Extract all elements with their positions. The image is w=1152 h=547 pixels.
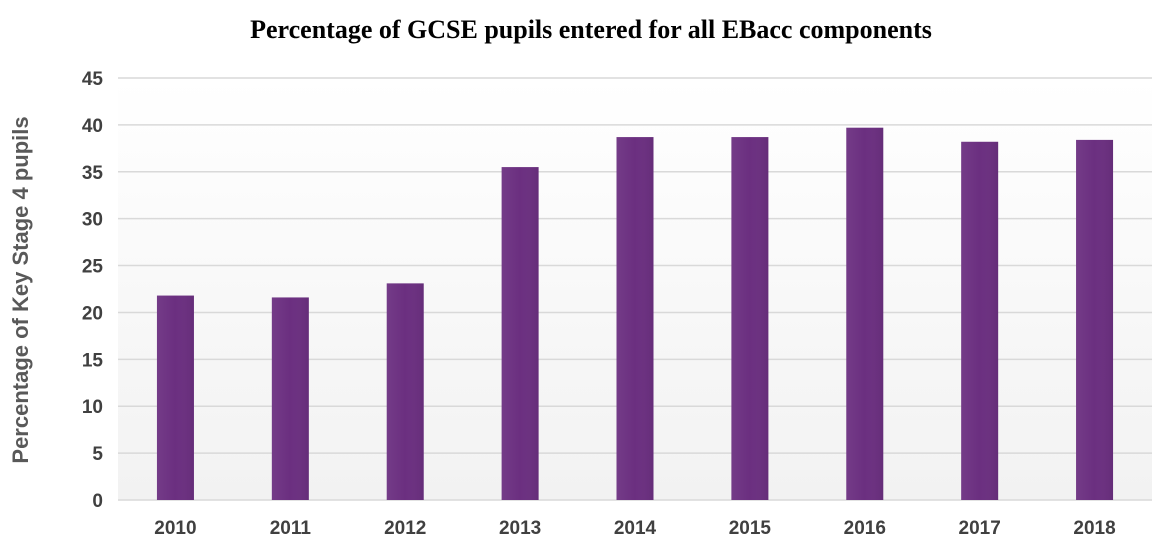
y-tick-label: 10 (82, 397, 103, 418)
y-tick-label: 45 (82, 69, 104, 90)
x-tick-label-2014: 2014 (614, 518, 657, 539)
x-tick-label-2017: 2017 (959, 518, 1001, 539)
y-tick-label: 0 (92, 491, 103, 512)
y-axis-ticks: 0 5 10 15 20 25 30 35 40 45 (82, 69, 104, 512)
y-tick-label: 5 (92, 444, 103, 465)
y-tick-label: 40 (82, 116, 103, 137)
y-tick-label: 30 (82, 210, 103, 231)
x-tick-label-2018: 2018 (1073, 518, 1115, 539)
y-tick-label: 15 (82, 350, 104, 371)
bar-shading-2014 (616, 137, 654, 500)
y-tick-label: 25 (82, 257, 104, 278)
x-tick-label-2012: 2012 (384, 518, 426, 539)
x-tick-label-2016: 2016 (844, 518, 886, 539)
y-tick-label: 20 (82, 303, 103, 324)
bar-shading-2015 (731, 137, 769, 500)
x-tick-label-2011: 2011 (270, 518, 312, 539)
bars (156, 127, 1114, 501)
y-axis-title: Percentage of Key Stage 4 pupils (8, 116, 33, 463)
bar-shading-2016 (846, 127, 884, 501)
bar-shading-2017 (961, 141, 999, 500)
x-axis-ticks: 2010 2011 2012 2013 2014 2015 2016 2017 2018 (154, 518, 1115, 539)
y-tick-label: 35 (82, 163, 104, 184)
x-tick-label-2013: 2013 (499, 518, 541, 539)
bar-shading-2012 (386, 283, 424, 500)
x-tick-label-2015: 2015 (729, 518, 772, 539)
x-tick-label-2010: 2010 (154, 518, 196, 539)
bar-shading-2018 (1076, 139, 1114, 501)
bar-shading-2011 (271, 297, 309, 500)
chart-title: Percentage of GCSE pupils entered for al… (250, 15, 932, 44)
bar-shading-2013 (501, 167, 539, 501)
bar-shading-2010 (156, 295, 194, 500)
